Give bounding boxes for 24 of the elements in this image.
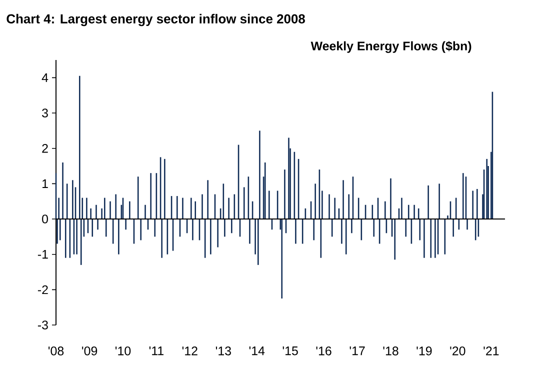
- x-tick-label: '17: [350, 346, 365, 356]
- chart-subtitle: Weekly Energy Flows ($bn): [310, 41, 472, 53]
- chart-title: Chart 4: Largest energy sector inflow since 2008: [6, 14, 305, 26]
- x-tick-label: '19: [416, 346, 432, 356]
- x-tick-label: '18: [383, 346, 398, 356]
- y-tick-label: 2: [42, 144, 48, 153]
- x-tick-label: '10: [115, 346, 131, 356]
- x-tick-label: '20: [450, 346, 466, 356]
- y-tick-label: 4: [42, 73, 48, 82]
- x-tick-label: '11: [149, 346, 164, 356]
- x-tick-label: '09: [82, 346, 98, 356]
- y-tick-label: 1: [42, 179, 48, 188]
- y-tick-label: -1: [38, 250, 48, 259]
- x-tick-label: '08: [48, 346, 64, 356]
- x-tick-label: '13: [216, 346, 231, 356]
- y-tick-label: -3: [38, 320, 48, 330]
- x-tick-label: '21: [484, 346, 499, 356]
- y-tick-label: 0: [42, 214, 48, 224]
- x-tick-label: '12: [182, 346, 198, 356]
- x-tick-label: '14: [249, 346, 265, 356]
- x-tick-label: '15: [282, 346, 298, 356]
- y-tick-label: -2: [38, 285, 48, 294]
- y-tick-label: 3: [42, 108, 48, 118]
- x-tick-label: '16: [316, 346, 332, 356]
